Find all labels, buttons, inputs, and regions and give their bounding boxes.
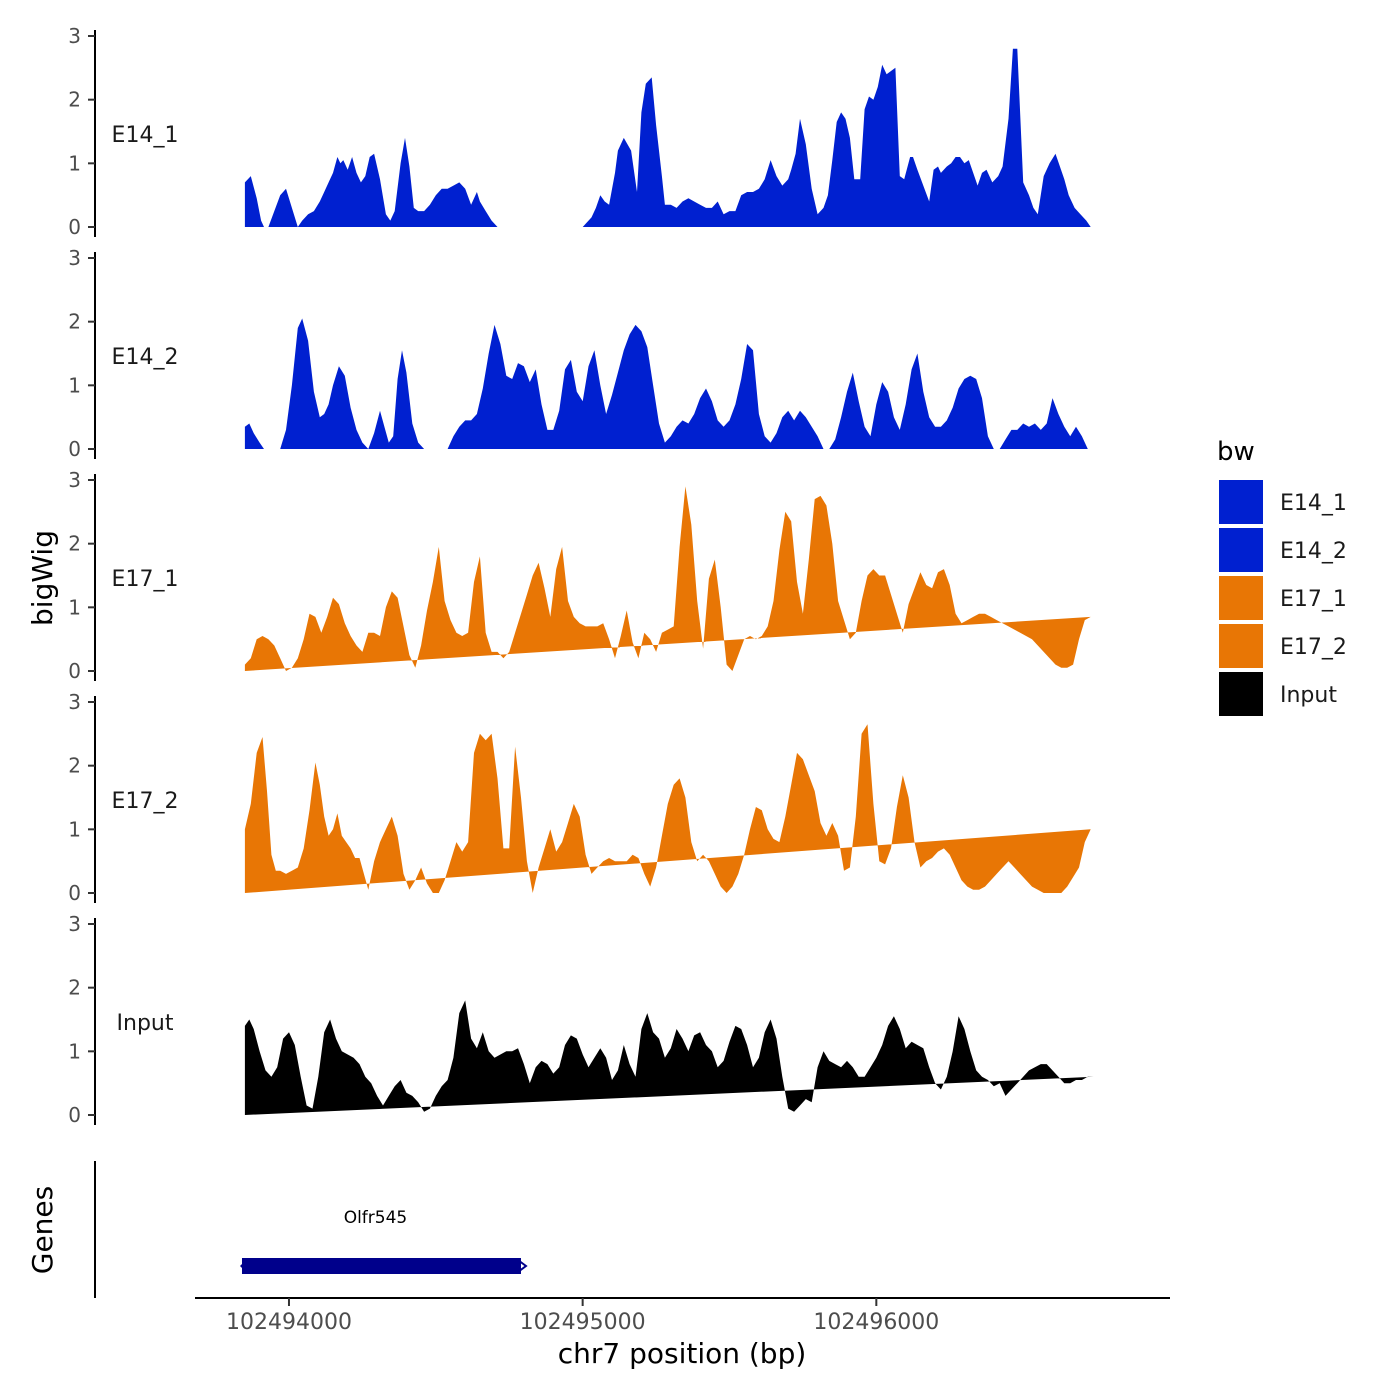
- track-label: E14_1: [112, 123, 179, 148]
- gene-label: Olfr545: [344, 1208, 408, 1228]
- y-tick-label: 3: [68, 912, 81, 936]
- track-E14_1: 0 1 2 3 E14_1: [68, 24, 1100, 239]
- legend-item: Input: [1219, 672, 1337, 716]
- track-label: E17_1: [112, 567, 179, 592]
- legend-swatch: [1219, 480, 1263, 524]
- y-tick-label: 0: [68, 437, 81, 461]
- track-E14_2: 0 1 2 3 E14_2: [68, 246, 1088, 461]
- y-tick-label: 3: [68, 690, 81, 714]
- legend-title: bw: [1217, 437, 1255, 467]
- y-tick-label: 1: [68, 595, 81, 619]
- coverage-area-E17_2: [244, 724, 1091, 893]
- track-Input: 0 1 2 3 Input: [68, 912, 1094, 1127]
- gene-start-cap: [239, 1260, 246, 1272]
- legend-item: E14_1: [1219, 480, 1347, 524]
- legend-label: E14_1: [1280, 491, 1347, 516]
- y-tick-label: 2: [68, 532, 81, 556]
- legend-swatch: [1219, 576, 1263, 620]
- y-tick-label: 3: [68, 246, 81, 270]
- coverage-area-Input: [244, 1000, 1094, 1115]
- y-tick-label: 1: [68, 151, 81, 175]
- y-tick-label: 2: [68, 310, 81, 334]
- legend-label: E14_2: [1280, 539, 1347, 564]
- y-tick-label: 2: [68, 754, 81, 778]
- gene-annotations: Olfr545: [239, 1208, 528, 1274]
- gene-end-cap: [517, 1259, 528, 1273]
- genes-axis-title: Genes: [26, 1186, 59, 1274]
- track-E17_1: 0 1 2 3 E17_1: [68, 468, 1091, 683]
- legend-label: E17_2: [1280, 635, 1347, 660]
- y-tick-label: 0: [68, 1103, 81, 1127]
- coverage-area-E17_1: [244, 486, 1091, 671]
- legend-item: E17_2: [1219, 624, 1347, 668]
- track-label: E17_2: [112, 789, 179, 814]
- gene-Olfr545: Olfr545: [239, 1208, 528, 1274]
- x-axis-title: chr7 position (bp): [558, 1337, 807, 1370]
- x-tick-label: 102495000: [520, 1310, 646, 1335]
- y-tick-label: 2: [68, 976, 81, 1000]
- y-tick-label: 0: [68, 881, 81, 905]
- coverage-area-E14_1: [244, 48, 1100, 228]
- coverage-area-E14_2: [244, 318, 1088, 449]
- x-axis-ticks: 102494000 102495000 102496000: [226, 1298, 939, 1335]
- legend-item: E17_1: [1219, 576, 1347, 620]
- coverage-tracks: 0 1 2 3 E14_1 0 1 2 3 E14_2 0 1 2 3 E17_1 0 1 2 3 E17_2 0 1 2 3…: [68, 24, 1100, 1127]
- legend-swatch: [1219, 672, 1263, 716]
- track-label: E14_2: [112, 345, 179, 370]
- y-tick-label: 3: [68, 24, 81, 48]
- y-tick-label: 1: [68, 373, 81, 397]
- y-tick-label: 2: [68, 88, 81, 112]
- x-tick-label: 102496000: [813, 1310, 939, 1335]
- legend-label: Input: [1280, 683, 1337, 708]
- gene-body: [241, 1258, 521, 1274]
- legend-item: E14_2: [1219, 528, 1347, 572]
- track-E17_2: 0 1 2 3 E17_2: [68, 690, 1091, 905]
- y-tick-label: 1: [68, 1039, 81, 1063]
- legend-swatch: [1219, 624, 1263, 668]
- track-label: Input: [117, 1011, 174, 1036]
- legend-swatch: [1219, 528, 1263, 572]
- y-tick-label: 3: [68, 468, 81, 492]
- y-tick-label: 0: [68, 215, 81, 239]
- legend: E14_1 E14_2 E17_1 E17_2 Input: [1219, 480, 1347, 716]
- y-tick-label: 1: [68, 817, 81, 841]
- y-axis-title: bigWig: [26, 530, 59, 626]
- x-tick-label: 102494000: [226, 1310, 352, 1335]
- y-tick-label: 0: [68, 659, 81, 683]
- legend-label: E17_1: [1280, 587, 1347, 612]
